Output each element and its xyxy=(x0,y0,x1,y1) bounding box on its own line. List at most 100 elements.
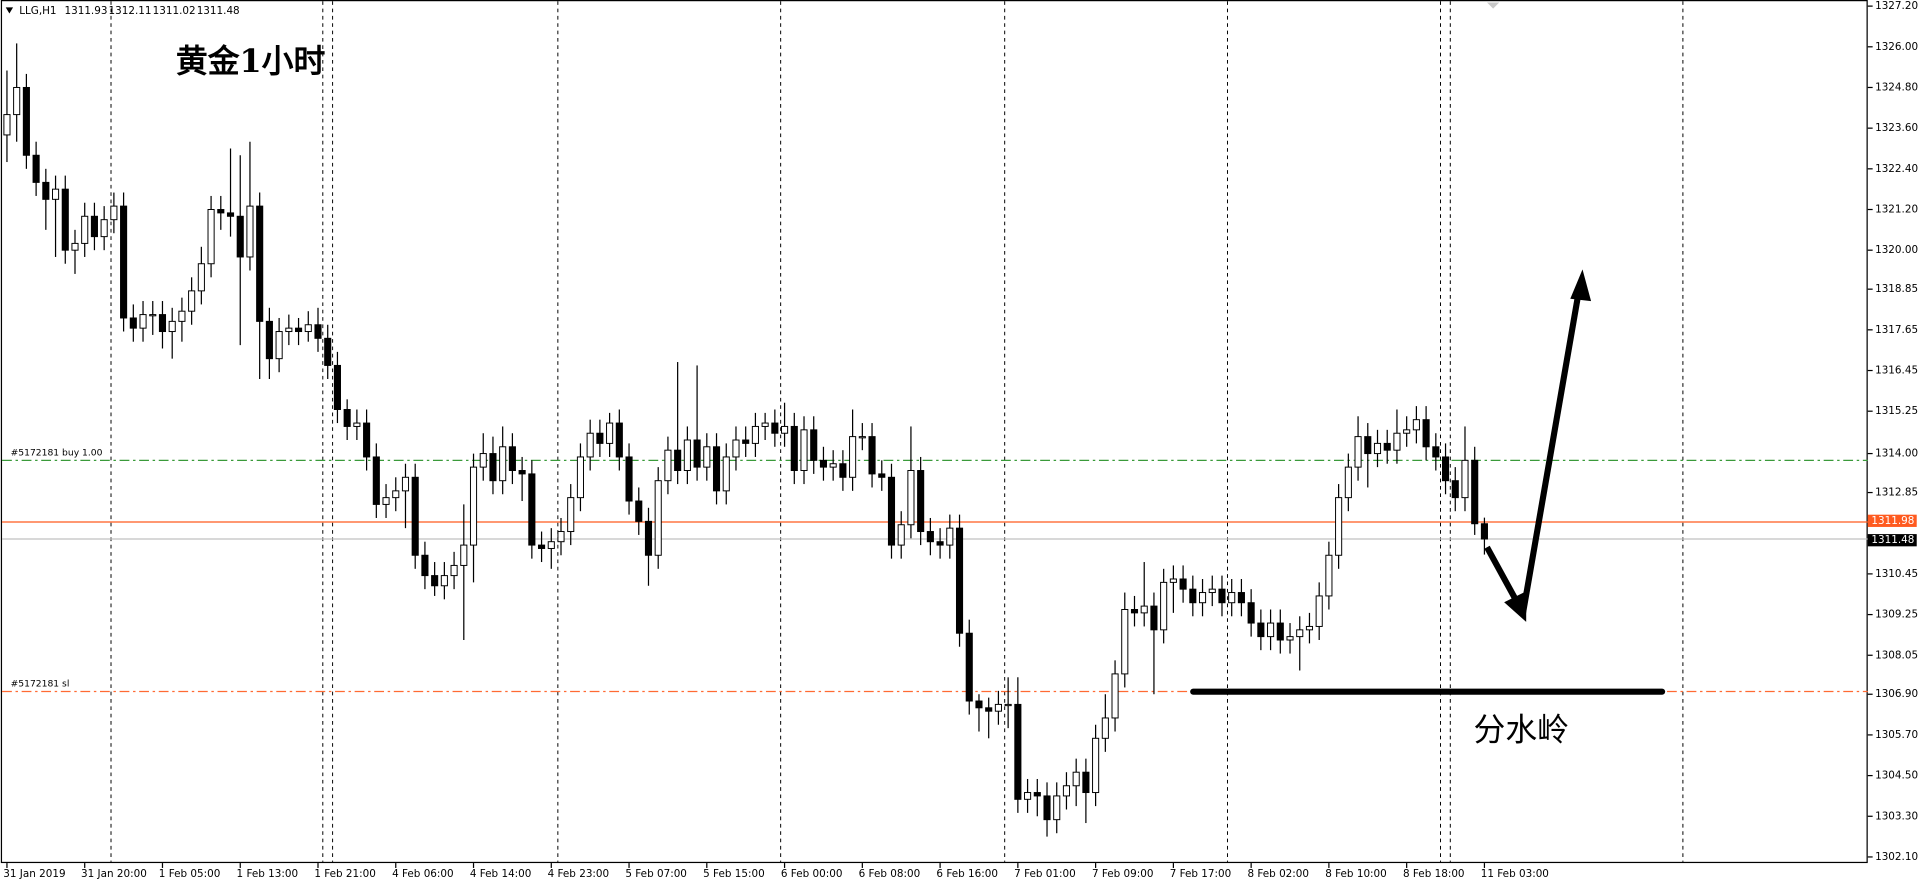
candle-body xyxy=(1140,605,1148,614)
candle-body xyxy=(1179,578,1187,590)
price-tag xyxy=(1867,514,1917,527)
candle-body xyxy=(295,327,303,333)
candle-body xyxy=(907,470,915,526)
candle-body xyxy=(1296,629,1304,638)
candle-body xyxy=(1364,436,1372,455)
x-tick-label: 8 Feb 18:00 xyxy=(1403,868,1465,880)
candle-body xyxy=(596,432,604,444)
candle-body xyxy=(1062,785,1071,797)
candle-body xyxy=(489,453,497,482)
candle-body xyxy=(110,205,118,221)
x-tick-label: 1 Feb 13:00 xyxy=(237,868,299,880)
candle-body xyxy=(654,480,662,556)
candle-body xyxy=(674,449,682,472)
candle-body xyxy=(1403,429,1411,434)
candle-body xyxy=(771,422,779,434)
candle-body xyxy=(1121,609,1129,675)
y-tick-label: 1310.45 xyxy=(1875,568,1918,580)
candle-body xyxy=(1150,605,1158,631)
candle-body xyxy=(1461,459,1469,499)
candle-body xyxy=(926,531,934,543)
candle-body xyxy=(1247,602,1255,624)
candle-body xyxy=(810,429,818,461)
candle-body xyxy=(1276,622,1284,641)
candle-body xyxy=(742,439,750,444)
candle-body xyxy=(168,320,176,333)
candle-body xyxy=(158,314,167,333)
candle-body xyxy=(363,422,371,458)
candle-body xyxy=(965,632,973,702)
price-tag-label: 1311.98 xyxy=(1871,515,1914,527)
candle-body xyxy=(1169,578,1177,583)
candle-body xyxy=(644,520,653,556)
candle-body xyxy=(1130,609,1139,614)
candle-body xyxy=(421,554,429,577)
level-label: #5172181 buy 1.00 xyxy=(11,448,103,459)
x-tick-label: 31 Jan 2019 xyxy=(3,868,65,880)
x-tick-label: 6 Feb 08:00 xyxy=(859,868,921,880)
price-tag-label: 1311.48 xyxy=(1871,534,1914,546)
candle-body xyxy=(197,263,205,292)
candle-body xyxy=(1335,497,1343,556)
candle-body xyxy=(81,215,89,244)
y-tick-label: 1305.70 xyxy=(1875,729,1918,741)
level-label: #5172181 sl xyxy=(11,679,70,690)
candle-body xyxy=(1393,432,1401,451)
candle-body xyxy=(547,541,555,549)
candle-body xyxy=(683,439,691,472)
candle-body xyxy=(1111,673,1119,719)
candle-body xyxy=(576,456,584,499)
candle-body xyxy=(975,700,983,709)
candle-body xyxy=(129,317,137,329)
candle-body xyxy=(1092,737,1100,794)
x-tick-label: 4 Feb 14:00 xyxy=(470,868,532,880)
candle-body xyxy=(615,422,623,458)
header-high: 1312.11 xyxy=(109,5,152,17)
candle-body xyxy=(440,575,448,587)
y-tick-label: 1315.25 xyxy=(1875,405,1918,417)
candle-body xyxy=(722,456,730,492)
menu-triangle[interactable] xyxy=(5,7,14,14)
candle-body xyxy=(71,242,79,251)
candle-body xyxy=(635,500,643,522)
candle-body xyxy=(1412,419,1420,431)
candle-body xyxy=(1043,795,1051,821)
candle-body xyxy=(139,314,147,329)
candle-body xyxy=(839,463,847,478)
candle-body xyxy=(732,439,740,458)
candle-body xyxy=(90,215,98,238)
y-tick-label: 1320.00 xyxy=(1875,244,1918,256)
candle-body xyxy=(1218,588,1226,604)
candle-body xyxy=(1053,795,1061,821)
x-tick-label: 1 Feb 21:00 xyxy=(314,868,376,880)
candle-body xyxy=(1257,622,1265,638)
candle-body xyxy=(819,459,828,468)
price-tag xyxy=(1867,534,1917,547)
y-tick-label: 1327.20 xyxy=(1875,0,1918,12)
candle-body xyxy=(226,212,235,217)
candle-body xyxy=(1024,792,1032,800)
candle-body xyxy=(693,439,701,468)
candle-body xyxy=(1267,622,1275,638)
candle-body xyxy=(955,527,964,634)
candle-body xyxy=(1325,554,1333,597)
candle-body xyxy=(897,524,905,546)
candle-body xyxy=(100,219,108,238)
candle-body xyxy=(1101,717,1109,739)
candle-body xyxy=(343,409,351,427)
candle-body xyxy=(751,425,759,444)
candle-body xyxy=(518,470,526,475)
candle-body xyxy=(1315,595,1323,627)
plot-frame xyxy=(0,0,1868,864)
y-tick-label: 1303.30 xyxy=(1875,810,1918,822)
axes: 1327.20 1326.00 1324.80 1323.60 1322.40 1321.… xyxy=(3,0,1918,880)
candle-body xyxy=(246,205,254,258)
candle-body xyxy=(120,205,128,319)
candle-body xyxy=(1422,419,1430,448)
candle-body xyxy=(304,324,312,333)
candle-body xyxy=(1441,456,1450,482)
candle-body xyxy=(401,476,410,492)
x-tick-label: 7 Feb 17:00 xyxy=(1170,868,1232,880)
candle-body xyxy=(800,429,808,472)
